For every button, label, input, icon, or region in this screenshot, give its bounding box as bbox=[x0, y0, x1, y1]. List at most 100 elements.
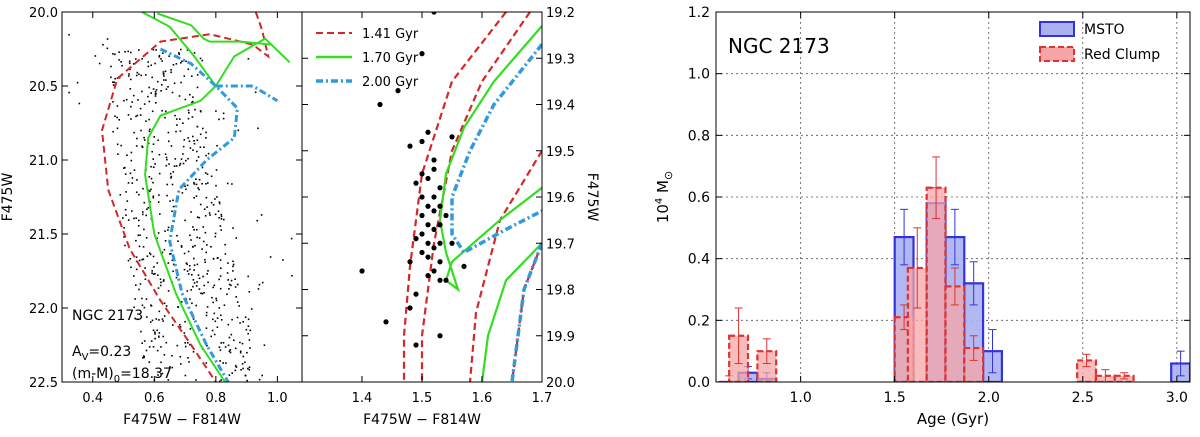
star-point bbox=[133, 131, 135, 134]
star-point bbox=[152, 88, 155, 90]
star-point bbox=[205, 362, 208, 364]
star-point bbox=[169, 253, 171, 255]
star-point bbox=[212, 301, 214, 304]
star-point bbox=[213, 333, 216, 336]
star-point bbox=[193, 229, 195, 231]
star-point bbox=[215, 297, 217, 300]
star-point bbox=[141, 304, 144, 307]
star-point bbox=[166, 194, 168, 197]
star-point bbox=[193, 197, 195, 199]
x-axis-label: F475W − F814W bbox=[123, 412, 241, 428]
star-point bbox=[175, 165, 178, 167]
star-point bbox=[184, 320, 186, 323]
star-point bbox=[160, 281, 162, 284]
star-point bbox=[186, 184, 189, 187]
star-point bbox=[222, 117, 225, 120]
y-tick-label: 19.7 bbox=[546, 237, 575, 252]
star-point bbox=[145, 74, 147, 76]
star-point bbox=[182, 162, 185, 165]
isochrones bbox=[402, 12, 542, 382]
star-point bbox=[152, 181, 154, 184]
star-point bbox=[239, 322, 241, 324]
star-point bbox=[180, 81, 182, 84]
star-point bbox=[143, 355, 145, 358]
star-point bbox=[160, 346, 162, 348]
star-point bbox=[244, 316, 247, 318]
star-point bbox=[212, 204, 215, 206]
cluster-annotation: NGC 2173 bbox=[72, 308, 143, 324]
star-point bbox=[152, 48, 155, 51]
star-point bbox=[141, 297, 143, 300]
star-point bbox=[138, 73, 140, 76]
star-point bbox=[206, 244, 208, 246]
star-point bbox=[118, 51, 120, 53]
star-point bbox=[211, 329, 214, 332]
x-tick-label: 1.5 bbox=[412, 391, 433, 406]
star-point bbox=[209, 214, 211, 216]
star-point bbox=[290, 237, 293, 240]
star-point bbox=[134, 298, 136, 300]
star-point bbox=[133, 94, 135, 97]
star-point bbox=[171, 259, 174, 262]
star-point bbox=[116, 116, 118, 119]
x-tick-label: 0.8 bbox=[206, 391, 227, 406]
star-point bbox=[149, 252, 151, 254]
star-point bbox=[377, 101, 383, 108]
star-point bbox=[134, 317, 136, 320]
star-point bbox=[158, 153, 161, 156]
star-point bbox=[155, 92, 157, 95]
star-point bbox=[129, 68, 131, 71]
star-point bbox=[124, 50, 126, 53]
star-point bbox=[196, 125, 199, 128]
star-point bbox=[190, 239, 192, 241]
star-point bbox=[150, 305, 153, 307]
star-point bbox=[170, 252, 172, 255]
star-point bbox=[222, 342, 225, 344]
star-point bbox=[254, 91, 257, 94]
y-tick-label: 19.3 bbox=[546, 52, 575, 67]
isochrone-line bbox=[510, 242, 542, 382]
star-point bbox=[188, 140, 191, 142]
star-point bbox=[413, 342, 419, 348]
y-tick-label: 19.4 bbox=[546, 99, 575, 114]
star-point bbox=[112, 53, 114, 55]
star-point bbox=[163, 315, 166, 317]
star-point bbox=[232, 227, 234, 229]
bars bbox=[718, 156, 1190, 382]
star-point bbox=[120, 144, 122, 147]
star-point bbox=[176, 118, 178, 120]
star-point bbox=[199, 203, 202, 206]
star-point bbox=[180, 158, 183, 160]
star-point bbox=[185, 159, 187, 162]
star-point bbox=[431, 157, 437, 163]
star-point bbox=[263, 344, 266, 346]
star-point bbox=[129, 258, 132, 260]
star-point bbox=[199, 146, 202, 148]
star-point bbox=[143, 103, 146, 105]
star-point bbox=[203, 292, 205, 294]
star-point bbox=[169, 200, 171, 202]
star-point bbox=[154, 95, 157, 97]
star-point bbox=[150, 340, 153, 342]
star-point bbox=[154, 90, 157, 93]
star-point bbox=[198, 216, 201, 219]
star-point bbox=[230, 333, 233, 336]
star-point bbox=[220, 267, 222, 269]
star-point bbox=[192, 226, 194, 228]
star-point bbox=[232, 260, 234, 263]
star-point bbox=[145, 237, 148, 239]
star-point bbox=[178, 53, 180, 56]
y-axis-label: F475W bbox=[0, 173, 16, 222]
star-point bbox=[171, 91, 174, 94]
star-point bbox=[187, 250, 190, 253]
star-point bbox=[220, 229, 222, 231]
star-point bbox=[185, 188, 187, 191]
y-tick-label: 1.2 bbox=[688, 5, 710, 21]
star-point bbox=[158, 332, 161, 334]
star-point bbox=[102, 43, 104, 46]
legend-label: 1.41 Gyr bbox=[362, 27, 419, 42]
star-point bbox=[198, 277, 201, 280]
star-point bbox=[146, 316, 148, 318]
star-point bbox=[152, 143, 155, 145]
star-point bbox=[120, 61, 122, 63]
